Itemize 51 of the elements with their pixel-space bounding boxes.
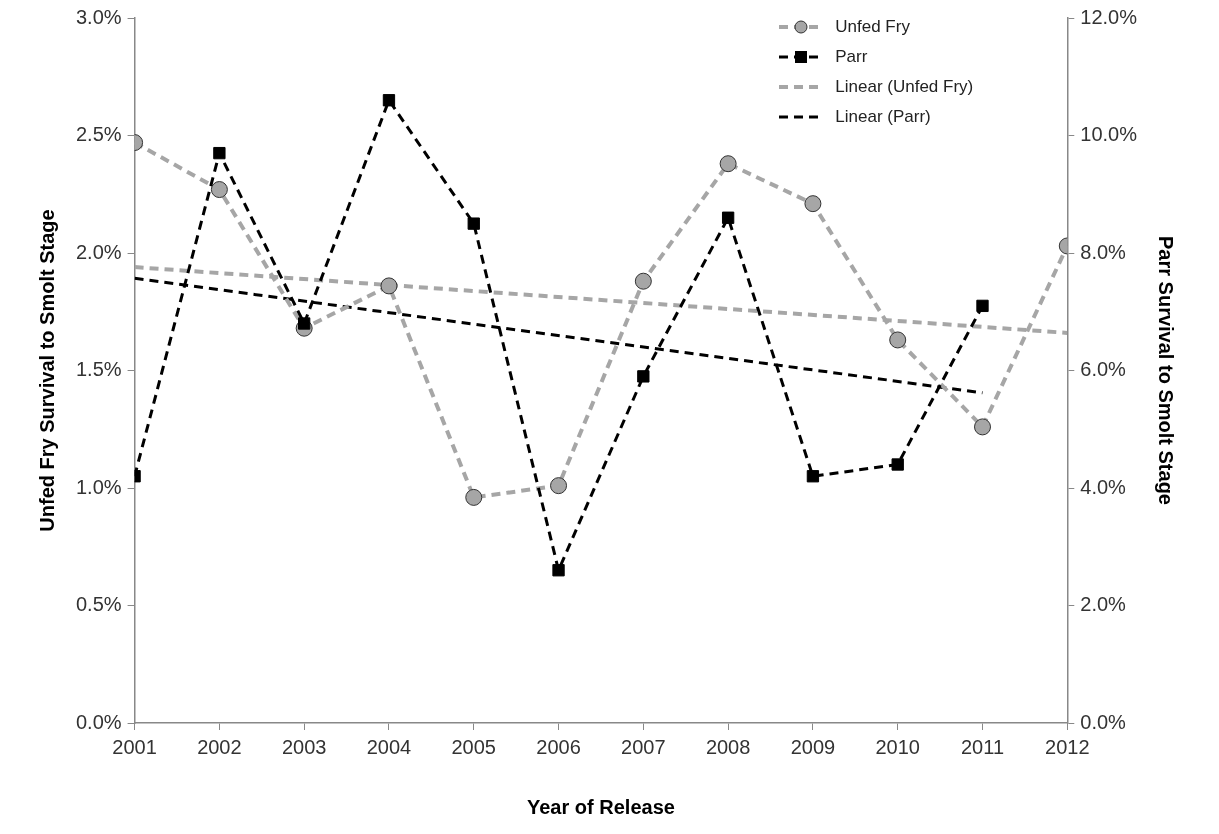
x-tick-label: 2009: [790, 735, 836, 758]
y-tick-label: 2.0%: [75, 240, 122, 263]
x-tick-label: 2004: [366, 735, 412, 758]
point: [210, 181, 228, 199]
y2-tick-label: 12.0%: [1080, 5, 1138, 28]
x-tick-label: 2007: [621, 735, 666, 758]
point: [634, 272, 652, 290]
point: [976, 299, 989, 313]
x-tick-label: 2012: [1045, 735, 1090, 758]
legend-label: Linear (Parr): [835, 107, 931, 127]
y-axis-title: Unfed Fry Survival to Smolt Stage: [35, 209, 58, 532]
legend-label: Linear (Unfed Fry): [835, 77, 974, 97]
y-tick-label: 1.5%: [75, 358, 122, 381]
point: [804, 195, 822, 213]
point: [719, 155, 737, 173]
point: [806, 470, 820, 483]
x-tick-label: 2002: [197, 735, 242, 758]
x-tick-label: 2005: [451, 735, 496, 758]
x-tick-label: 2011: [960, 735, 1005, 758]
legend-label: Parr: [835, 47, 868, 67]
y-tick-label: 3.0%: [75, 5, 122, 28]
point: [465, 488, 483, 506]
point: [550, 477, 568, 495]
y2-tick-label: 4.0%: [1080, 475, 1127, 498]
point: [889, 331, 907, 349]
point: [467, 217, 480, 230]
point: [382, 94, 396, 107]
x-tick-label: 2010: [875, 735, 920, 758]
point: [380, 277, 398, 295]
x-tick-label: 2006: [536, 735, 581, 758]
point: [891, 458, 904, 471]
y2-tick-label: 2.0%: [1080, 593, 1127, 616]
point: [213, 146, 226, 160]
y2-tick-label: 0.0%: [1080, 710, 1127, 733]
y2-tick-label: 8.0%: [1080, 240, 1127, 263]
y-tick-label: 1.0%: [75, 475, 122, 498]
y2-tick-label: 6.0%: [1080, 358, 1127, 381]
x-tick-label: 2003: [281, 735, 327, 758]
y2-axis-title: Parr Survival to Smolt Stage: [1155, 236, 1178, 505]
legend-label: Unfed Fry: [835, 17, 910, 37]
point: [721, 211, 735, 224]
x-tick-label: 2008: [705, 735, 751, 758]
y-tick-label: 0.5%: [75, 593, 122, 616]
point: [974, 418, 991, 436]
x-axis-title: Year of Release: [527, 795, 675, 818]
point: [637, 370, 650, 383]
x-tick-label: 2001: [112, 735, 157, 758]
y-tick-label: 2.5%: [75, 123, 122, 146]
y2-tick-label: 10.0%: [1080, 123, 1138, 146]
point: [552, 564, 565, 577]
y-tick-label: 0.0%: [75, 710, 122, 733]
